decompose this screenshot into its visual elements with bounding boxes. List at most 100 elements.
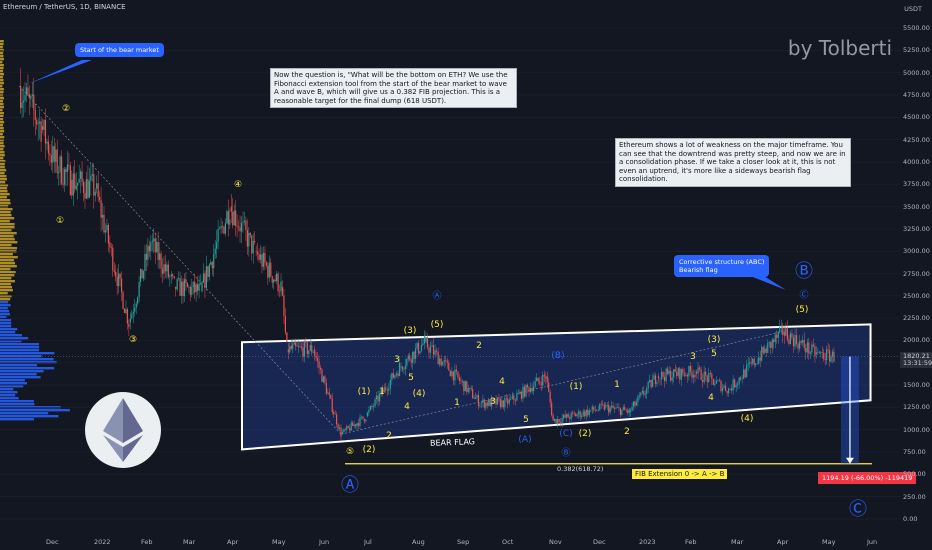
candle-body xyxy=(195,284,197,293)
bear-flag-channel[interactable] xyxy=(241,323,872,451)
candle-body xyxy=(419,351,421,354)
candle-body xyxy=(338,427,341,429)
candle-body xyxy=(437,351,439,365)
candle-body xyxy=(139,269,142,283)
candle-body xyxy=(650,380,652,388)
candle-body xyxy=(709,372,711,374)
candle-body xyxy=(823,352,825,360)
candle-body xyxy=(653,375,655,380)
candle-body xyxy=(236,225,238,227)
candle-body xyxy=(640,392,642,396)
candle-body xyxy=(295,342,297,346)
candle-body xyxy=(797,343,799,349)
symbol-header: Ethereum / TetherUS, 1D, BINANCE xyxy=(3,3,126,11)
volume-bar xyxy=(0,391,18,394)
volume-bar xyxy=(0,139,4,142)
candle-body xyxy=(134,307,136,312)
candle-body xyxy=(651,379,654,388)
candle-body xyxy=(740,377,742,380)
candle-body xyxy=(216,241,218,249)
candle-body xyxy=(316,358,319,362)
candle-body xyxy=(107,224,109,244)
candle-body xyxy=(663,376,666,382)
candle-body xyxy=(802,339,804,343)
candle-body xyxy=(197,284,199,291)
candle-body xyxy=(138,282,140,298)
corrective-callout[interactable]: Corrective structure (ABC) Bearish flag xyxy=(674,255,770,277)
candle-body xyxy=(327,392,329,394)
price-tick-label: 2250.00 xyxy=(903,314,930,323)
candle-body xyxy=(632,401,635,407)
candle-body xyxy=(198,283,200,291)
candle-body xyxy=(180,281,183,296)
candle-body xyxy=(442,361,444,366)
candle-body xyxy=(643,390,645,395)
candle-body xyxy=(257,251,259,255)
candle-body xyxy=(752,358,754,364)
wave-label: 1 xyxy=(379,387,385,397)
candle-body xyxy=(581,415,583,418)
bar-countdown: 13:31:59 xyxy=(903,359,932,367)
candle-body xyxy=(485,402,487,408)
price-tick-label: 3000.00 xyxy=(903,247,930,256)
candle-body xyxy=(178,278,180,280)
candle-body xyxy=(132,311,134,314)
volume-bar xyxy=(0,376,41,379)
candle-body xyxy=(600,403,602,405)
candle-body xyxy=(289,345,291,353)
weakness-note[interactable]: Ethereum shows a lot of weakness on the … xyxy=(615,138,851,187)
candle-body xyxy=(498,398,500,400)
candle-body xyxy=(412,351,414,363)
candle-body xyxy=(637,396,639,403)
candle-body xyxy=(33,94,35,110)
candle-body xyxy=(380,389,382,394)
candle-body xyxy=(104,230,107,233)
candle-body xyxy=(511,395,513,399)
candle-body xyxy=(708,372,710,382)
candle-body xyxy=(548,382,550,392)
candle-body xyxy=(522,386,524,399)
candle-body xyxy=(536,377,538,382)
candle-body xyxy=(646,388,648,394)
time-tick-label: Dec xyxy=(593,538,606,546)
candle-body xyxy=(602,404,604,405)
candle-body xyxy=(691,371,693,378)
price-tick-label: 5500.00 xyxy=(903,24,930,32)
candle-body xyxy=(118,273,120,286)
candle-body xyxy=(680,369,682,380)
candle-body xyxy=(403,369,405,370)
price-tick-label: 4250.00 xyxy=(903,135,930,144)
volume-bar xyxy=(0,352,55,355)
volume-bar xyxy=(0,412,49,415)
candle-body xyxy=(27,87,29,95)
candle-body xyxy=(711,373,713,379)
candle-body xyxy=(806,342,808,353)
candle-body xyxy=(398,363,401,377)
candle-body xyxy=(688,366,690,377)
candle-body xyxy=(204,273,206,288)
candle-body xyxy=(738,377,740,384)
time-tick-label: May xyxy=(822,538,836,546)
candle-body xyxy=(723,385,725,388)
volume-bar xyxy=(0,304,11,307)
volume-bar xyxy=(0,88,4,91)
candle-body xyxy=(612,405,614,409)
volume-bar xyxy=(0,277,12,280)
candle-body xyxy=(543,374,545,377)
candle-body xyxy=(368,409,370,413)
candle-body xyxy=(703,371,705,383)
price-tick-label: 4500.00 xyxy=(903,113,930,122)
candle-body xyxy=(566,413,568,418)
question-note[interactable]: Now the question is, "What will be the b… xyxy=(270,68,517,108)
candle-body xyxy=(761,346,763,361)
candle-body xyxy=(451,371,453,377)
candle-body xyxy=(230,206,232,212)
candle-body xyxy=(375,395,378,400)
candle-body xyxy=(245,220,247,231)
candle-body xyxy=(523,386,526,397)
candle-body xyxy=(791,333,793,338)
volume-bar xyxy=(0,418,34,421)
candle-body xyxy=(366,412,368,417)
bear-start-callout[interactable]: Start of the bear market xyxy=(75,43,164,57)
